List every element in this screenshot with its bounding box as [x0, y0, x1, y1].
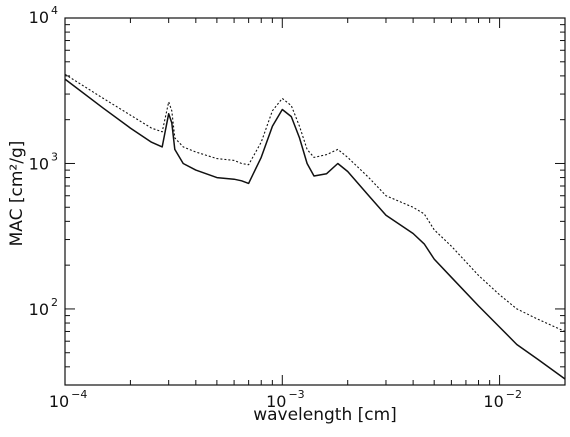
- y-tick-label: 10 3: [29, 150, 58, 173]
- ticks-layer: [64, 17, 566, 386]
- x-tick-label: 10 −4: [49, 388, 88, 411]
- x-tick-label: 10 −2: [483, 388, 522, 411]
- tick-labels-layer: 10 −4 10 −3 10 −210 210 310 4: [29, 4, 522, 411]
- x-tick-label-base: 10: [49, 392, 69, 411]
- y-axis-label: MAC [cm²/g]: [7, 141, 27, 247]
- x-axis-label: wavelength [cm]: [253, 405, 397, 425]
- plot-frame: [64, 17, 566, 386]
- x-tick-label-exponent: −3: [288, 388, 304, 401]
- x-tick-label-base: 10: [266, 392, 286, 411]
- x-tick-label-exponent: −4: [71, 388, 87, 401]
- x-tick-label-exponent: −2: [506, 388, 522, 401]
- x-tick-label: 10 −3: [266, 388, 305, 411]
- y-tick-label: 10 2: [29, 296, 58, 319]
- y-tick-label-exponent: 3: [51, 150, 58, 163]
- x-tick-label-base: 10: [483, 392, 503, 411]
- y-tick-label-exponent: 2: [51, 296, 58, 309]
- y-tick-label: 10 4: [29, 4, 58, 27]
- y-tick-label-base: 10: [29, 154, 49, 173]
- series-line-dotted: [64, 73, 566, 333]
- series-line-solid: [64, 78, 566, 380]
- curves-layer: [64, 73, 566, 380]
- y-tick-label-exponent: 4: [51, 4, 58, 17]
- y-tick-label-base: 10: [29, 8, 49, 27]
- y-tick-label-base: 10: [29, 300, 49, 319]
